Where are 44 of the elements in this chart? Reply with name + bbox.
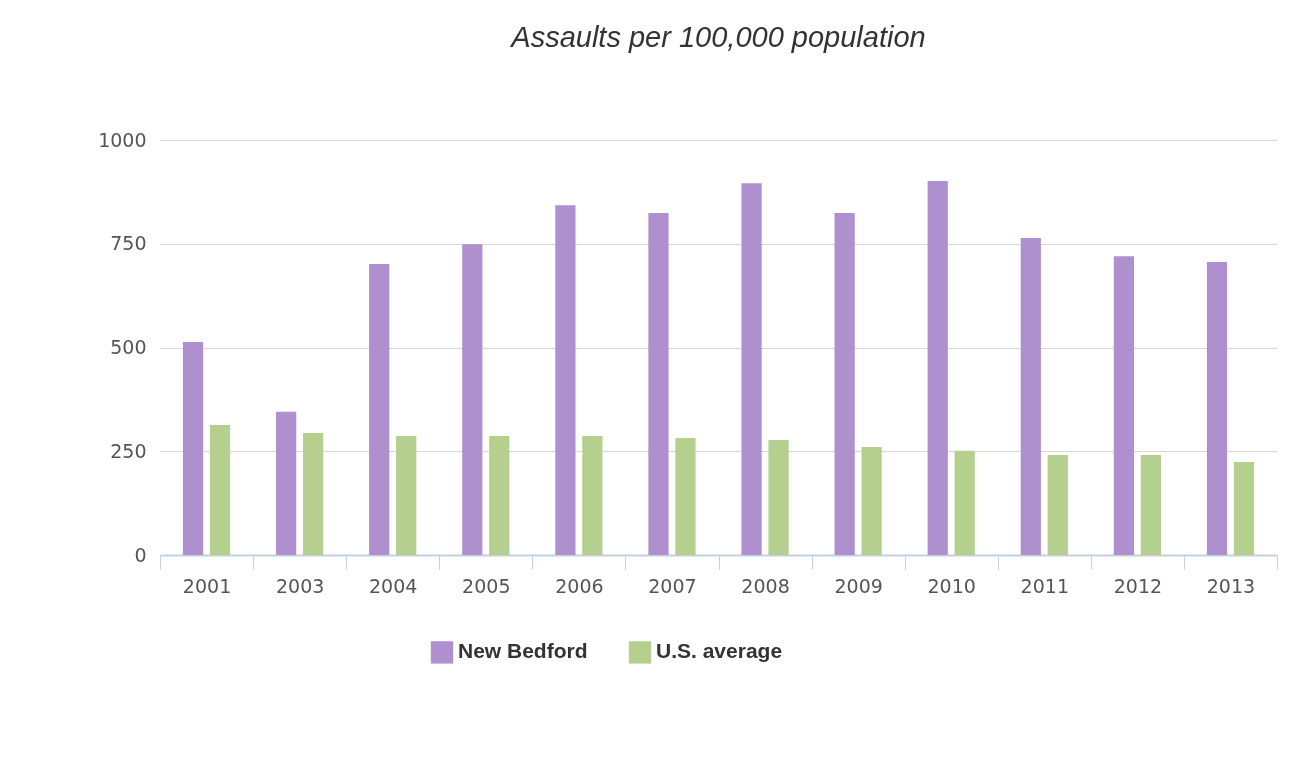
bar xyxy=(927,181,948,555)
y-tick-label: 500 xyxy=(110,336,147,358)
x-tick-label: 2007 xyxy=(648,574,697,597)
x-tick-label: 2010 xyxy=(927,574,976,597)
bar xyxy=(369,264,390,555)
bar xyxy=(489,435,510,555)
y-tick-label: 250 xyxy=(110,439,147,462)
bar xyxy=(768,440,789,555)
bar xyxy=(834,213,855,555)
chart-title: Assaults per 100,000 population xyxy=(509,21,926,53)
bar xyxy=(209,425,231,555)
y-tick-label: 750 xyxy=(110,232,147,255)
bar xyxy=(555,205,576,555)
bar xyxy=(675,437,696,555)
x-tick-label: 2008 xyxy=(741,574,790,597)
bar xyxy=(1113,256,1134,555)
legend-label: U.S. average xyxy=(656,639,783,663)
x-tick-label: 2009 xyxy=(834,574,883,597)
bar xyxy=(648,213,669,555)
legend-label: New Bedford xyxy=(458,639,588,663)
bar xyxy=(182,342,204,555)
bar xyxy=(1206,262,1228,555)
bar xyxy=(396,435,417,555)
bar xyxy=(276,411,297,555)
bar xyxy=(462,244,483,555)
bar xyxy=(741,183,762,555)
x-tick-label: 2012 xyxy=(1113,574,1163,597)
y-tick-label: 0 xyxy=(134,543,147,566)
x-tick-label: 2003 xyxy=(275,574,325,597)
x-tick-label: 2006 xyxy=(555,574,604,597)
bar xyxy=(1020,237,1041,555)
x-tick-label: 2001 xyxy=(182,574,232,597)
bar xyxy=(582,435,603,555)
x-tick-label: 2005 xyxy=(462,574,511,597)
bar xyxy=(954,450,975,555)
x-tick-label: 2004 xyxy=(369,574,418,597)
bar xyxy=(1047,454,1068,555)
bar xyxy=(861,447,882,555)
x-tick-label: 2011 xyxy=(1020,574,1069,597)
bar xyxy=(1140,454,1161,555)
bar xyxy=(303,432,324,555)
bar xyxy=(1233,462,1255,555)
y-tick-label: 1000 xyxy=(98,128,147,151)
x-tick-label: 2013 xyxy=(1206,574,1256,597)
